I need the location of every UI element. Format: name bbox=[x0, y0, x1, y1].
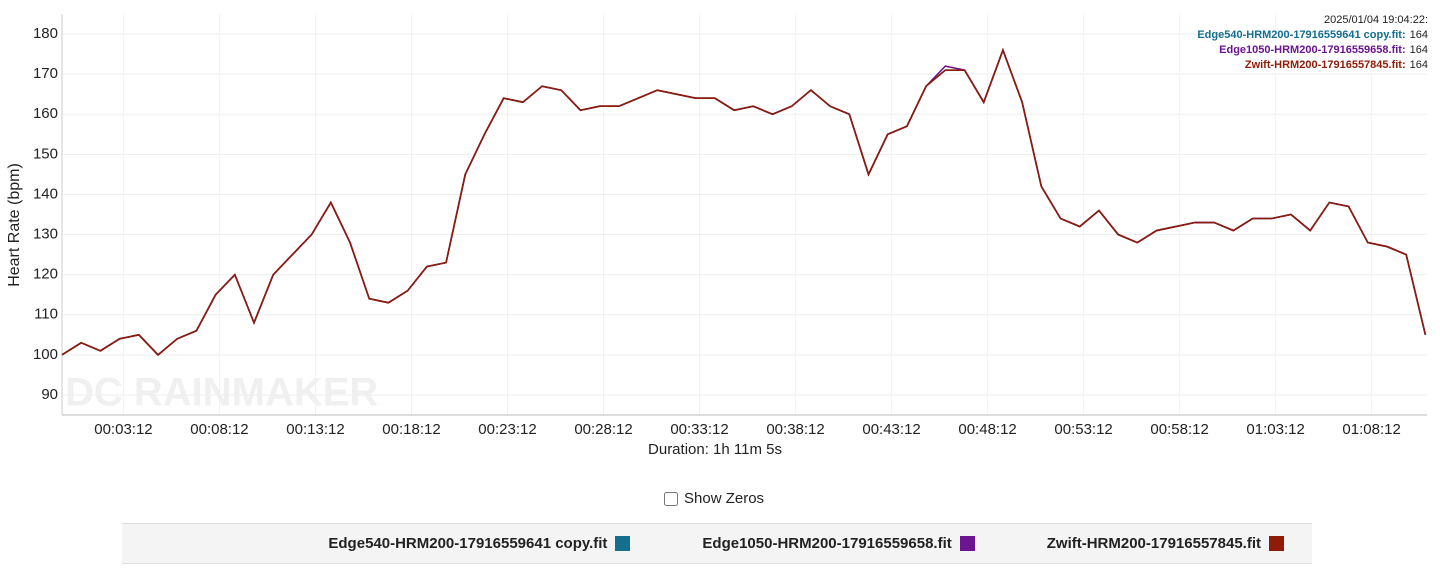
x-tick-label: 00:43:12 bbox=[862, 421, 920, 438]
legend-item[interactable]: Edge1050-HRM200-17916559658.fit bbox=[702, 535, 975, 552]
x-tick-label: 00:18:12 bbox=[382, 421, 440, 438]
series-line bbox=[61, 47, 1427, 356]
tooltip-series: Edge540-HRM200-17916559641 copy.fit: bbox=[1197, 29, 1405, 41]
legend: Edge540-HRM200-17916559641 copy.fit Edge1… bbox=[122, 523, 1312, 564]
y-tick-label: 110 bbox=[34, 306, 58, 323]
tooltip-series: Zwift-HRM200-17916557845.fit: bbox=[1245, 59, 1406, 71]
tooltip-series: Edge1050-HRM200-17916559658.fit: bbox=[1219, 44, 1406, 56]
tooltip-entry: Edge540-HRM200-17916559641 copy.fit: 164 bbox=[1197, 29, 1428, 41]
y-tick-label: 180 bbox=[33, 25, 58, 42]
tooltip-value: 164 bbox=[1410, 44, 1428, 56]
legend-label: Zwift-HRM200-17916557845.fit bbox=[1046, 535, 1261, 552]
y-tick-label: 140 bbox=[33, 185, 58, 202]
y-tick-label: 100 bbox=[33, 346, 58, 363]
x-tick-label: 00:13:12 bbox=[286, 421, 344, 438]
x-tick-label: 00:23:12 bbox=[478, 421, 536, 438]
x-axis-label: Duration: 1h 11m 5s bbox=[648, 441, 782, 458]
legend-label: Edge1050-HRM200-17916559658.fit bbox=[702, 535, 952, 552]
y-tick-label: 170 bbox=[33, 65, 58, 82]
legend-item[interactable]: Zwift-HRM200-17916557845.fit bbox=[1047, 535, 1284, 552]
tooltip-entry: Zwift-HRM200-17916557845.fit: 164 bbox=[1245, 59, 1428, 71]
legend-swatch bbox=[959, 536, 975, 551]
x-tick-label: 00:28:12 bbox=[574, 421, 632, 438]
y-axis-label: Heart Rate (bpm) bbox=[6, 163, 23, 287]
series-line bbox=[61, 47, 1427, 356]
y-tick-label: 130 bbox=[33, 226, 58, 243]
x-tick-label: 01:08:12 bbox=[1342, 421, 1400, 438]
show-zeros-checkbox[interactable] bbox=[664, 491, 678, 506]
x-tick-label: 01:03:12 bbox=[1246, 421, 1304, 438]
tooltip-entry: Edge1050-HRM200-17916559658.fit: 164 bbox=[1219, 44, 1428, 56]
x-tick-label: 00:53:12 bbox=[1054, 421, 1112, 438]
x-tick-label: 00:58:12 bbox=[1150, 421, 1208, 438]
y-tick-label: 120 bbox=[33, 266, 58, 283]
legend-swatch bbox=[1269, 536, 1284, 551]
tooltip-value: 164 bbox=[1410, 59, 1428, 71]
legend-swatch bbox=[615, 536, 631, 551]
y-tick-label: 150 bbox=[33, 145, 58, 162]
chart: Heart Rate (bpm) Duration: 1h 11m 5s 90 1… bbox=[6, 14, 1428, 458]
tooltip-title: 2025/01/04 19:04:22: bbox=[1324, 14, 1428, 26]
series-line bbox=[61, 47, 1427, 356]
x-tick-label: 00:33:12 bbox=[670, 421, 728, 438]
x-tick-label: 00:38:12 bbox=[766, 421, 824, 438]
show-zeros: Show Zeros bbox=[664, 490, 764, 507]
x-tick-label: 00:48:12 bbox=[958, 421, 1016, 438]
legend-item[interactable]: Edge540-HRM200-17916559641 copy.fit bbox=[328, 535, 631, 552]
watermark: DC RAINMAKER bbox=[65, 371, 378, 415]
y-tick-label: 160 bbox=[33, 105, 58, 122]
x-tick-label: 00:03:12 bbox=[94, 421, 152, 438]
legend-label: Edge540-HRM200-17916559641 copy.fit bbox=[328, 535, 608, 552]
tooltip-value: 164 bbox=[1410, 29, 1428, 41]
x-tick-label: 00:08:12 bbox=[190, 421, 248, 438]
y-tick-label: 90 bbox=[41, 386, 58, 403]
show-zeros-label: Show Zeros bbox=[684, 490, 765, 507]
